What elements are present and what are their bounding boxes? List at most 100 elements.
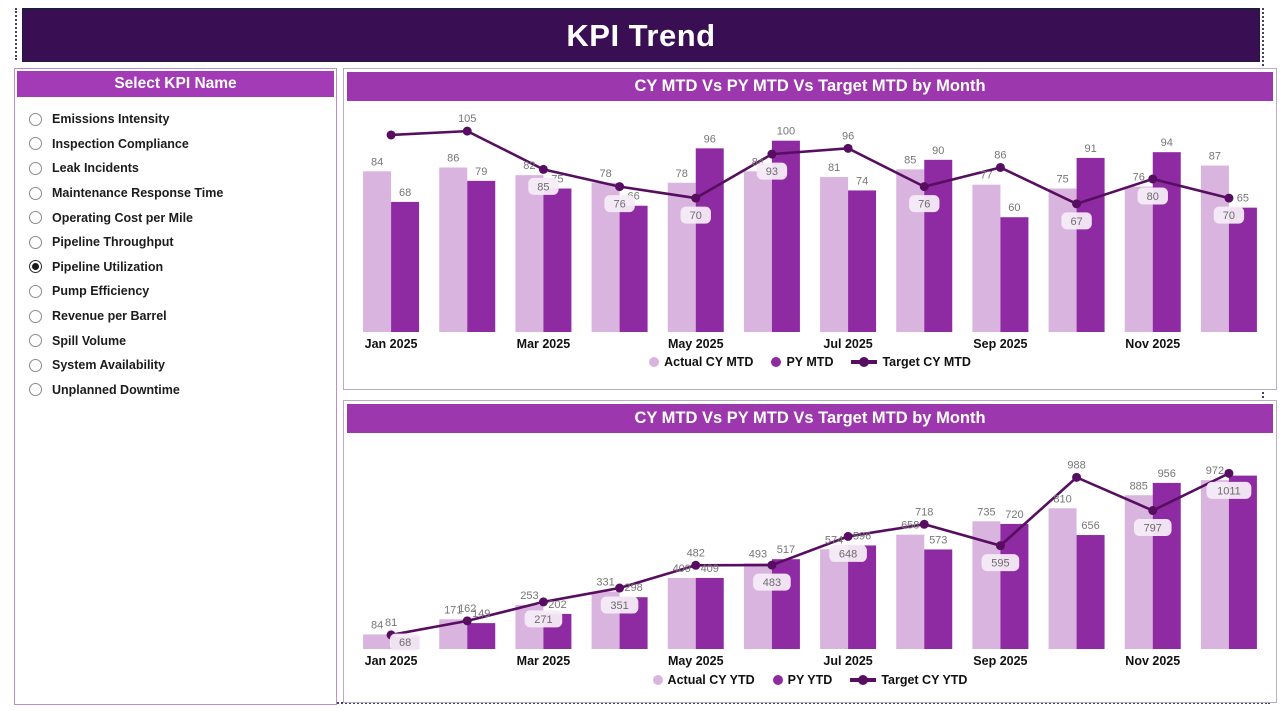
value-label: 351 bbox=[610, 600, 628, 612]
legend-item-target-cy-mtd[interactable]: Target CY MTD bbox=[844, 355, 977, 369]
radio-icon[interactable] bbox=[29, 260, 42, 274]
radio-icon[interactable] bbox=[29, 112, 42, 126]
radio-icon[interactable] bbox=[29, 383, 42, 397]
point-target-cy-ytd-feb-2025[interactable] bbox=[462, 616, 472, 626]
point-target-cy-mtd-apr-2025[interactable] bbox=[615, 182, 625, 192]
point-target-cy-ytd-mar-2025[interactable] bbox=[538, 597, 548, 607]
sidebar-item-inspection-compliance[interactable]: Inspection Compliance bbox=[15, 132, 336, 157]
point-target-cy-ytd-oct-2025[interactable] bbox=[1072, 472, 1082, 482]
bar-actual-cy-mtd-jun-2025[interactable] bbox=[743, 171, 772, 332]
bar-actual-cy-ytd-may-2025[interactable] bbox=[667, 577, 696, 649]
point-target-cy-mtd-mar-2025[interactable] bbox=[538, 164, 548, 174]
bar-actual-cy-mtd-oct-2025[interactable] bbox=[1048, 188, 1077, 332]
point-target-cy-ytd-may-2025[interactable] bbox=[691, 560, 701, 570]
bar-actual-cy-mtd-jan-2025[interactable] bbox=[363, 171, 392, 332]
legend-item-actual-cy-mtd[interactable]: Actual CY MTD bbox=[642, 355, 760, 369]
point-target-cy-ytd-nov-2025[interactable] bbox=[1148, 506, 1158, 516]
bar-actual-cy-ytd-jan-2025[interactable] bbox=[363, 634, 392, 649]
bar-py-ytd-oct-2025[interactable] bbox=[1076, 535, 1105, 649]
radio-icon[interactable] bbox=[29, 211, 42, 225]
bar-py-mtd-aug-2025[interactable] bbox=[924, 159, 953, 332]
bar-actual-cy-mtd-nov-2025[interactable] bbox=[1124, 186, 1153, 332]
bar-py-ytd-may-2025[interactable] bbox=[695, 577, 724, 649]
ytd-trend-chart[interactable]: 84 171 253 331 409 493 574 658 735 810 885 972 68 149… bbox=[347, 434, 1273, 672]
bar-actual-cy-mtd-aug-2025[interactable] bbox=[896, 169, 925, 332]
point-target-cy-ytd-aug-2025[interactable] bbox=[919, 519, 929, 529]
bar-py-mtd-apr-2025[interactable] bbox=[619, 205, 648, 332]
bar-py-mtd-sep-2025[interactable] bbox=[1000, 217, 1029, 332]
legend-dot-icon bbox=[771, 357, 782, 367]
legend-item-target-cy-ytd[interactable]: Target CY YTD bbox=[843, 673, 974, 687]
point-target-cy-ytd-jul-2025[interactable] bbox=[843, 531, 853, 541]
legend-item-actual-cy-ytd[interactable]: Actual CY YTD bbox=[646, 673, 762, 687]
radio-icon[interactable] bbox=[29, 186, 42, 200]
bar-actual-cy-ytd-dec-2025[interactable] bbox=[1200, 480, 1229, 649]
sidebar-item-spill-volume[interactable]: Spill Volume bbox=[15, 328, 336, 353]
bar-py-ytd-aug-2025[interactable] bbox=[924, 549, 953, 649]
bar-py-mtd-dec-2025[interactable] bbox=[1228, 207, 1257, 332]
point-target-cy-ytd-dec-2025[interactable] bbox=[1224, 468, 1234, 478]
bar-py-ytd-dec-2025[interactable] bbox=[1228, 475, 1257, 649]
bar-actual-cy-mtd-may-2025[interactable] bbox=[667, 182, 696, 332]
point-target-cy-mtd-dec-2025[interactable] bbox=[1224, 193, 1234, 203]
radio-icon[interactable] bbox=[29, 161, 42, 175]
point-target-cy-ytd-sep-2025[interactable] bbox=[995, 541, 1005, 551]
sidebar-item-leak-incidents[interactable]: Leak Incidents bbox=[15, 156, 336, 181]
point-target-cy-ytd-apr-2025[interactable] bbox=[615, 583, 625, 593]
bar-actual-cy-ytd-oct-2025[interactable] bbox=[1048, 508, 1077, 649]
point-target-cy-mtd-aug-2025[interactable] bbox=[919, 182, 929, 192]
line-target-cy-ytd[interactable] bbox=[390, 472, 1230, 637]
bar-py-mtd-feb-2025[interactable] bbox=[467, 180, 496, 332]
bar-py-ytd-jun-2025[interactable] bbox=[771, 559, 800, 649]
bar-actual-cy-mtd-mar-2025[interactable] bbox=[515, 175, 544, 332]
bar-actual-cy-ytd-jul-2025[interactable] bbox=[820, 549, 849, 649]
value-label: 74 bbox=[856, 175, 868, 187]
legend-dot-icon bbox=[772, 675, 783, 685]
bar-py-ytd-feb-2025[interactable] bbox=[467, 623, 496, 649]
bar-actual-cy-mtd-jul-2025[interactable] bbox=[820, 177, 849, 332]
point-target-cy-mtd-sep-2025[interactable] bbox=[995, 162, 1005, 172]
radio-icon[interactable] bbox=[29, 284, 42, 298]
radio-icon[interactable] bbox=[29, 137, 42, 151]
point-target-cy-mtd-nov-2025[interactable] bbox=[1148, 174, 1158, 184]
radio-icon[interactable] bbox=[29, 358, 42, 372]
sidebar-item-pump-efficiency[interactable]: Pump Efficiency bbox=[15, 279, 336, 304]
bar-py-mtd-may-2025[interactable] bbox=[695, 148, 724, 332]
sidebar-item-unplanned-downtime[interactable]: Unplanned Downtime bbox=[15, 378, 336, 403]
sidebar-item-maintenance-response-time[interactable]: Maintenance Response Time bbox=[15, 181, 336, 206]
sidebar-item-operating-cost-per-mile[interactable]: Operating Cost per Mile bbox=[15, 205, 336, 230]
sidebar-item-emissions-intensity[interactable]: Emissions Intensity bbox=[15, 107, 336, 132]
bar-py-mtd-mar-2025[interactable] bbox=[543, 188, 572, 332]
value-label: 573 bbox=[929, 534, 947, 546]
bar-actual-cy-ytd-aug-2025[interactable] bbox=[896, 534, 925, 649]
bar-py-ytd-nov-2025[interactable] bbox=[1152, 482, 1181, 649]
sidebar-item-revenue-per-barrel[interactable]: Revenue per Barrel bbox=[15, 304, 336, 329]
bar-py-ytd-sep-2025[interactable] bbox=[1000, 523, 1029, 649]
point-target-cy-mtd-may-2025[interactable] bbox=[691, 193, 701, 203]
sidebar-item-pipeline-utilization[interactable]: Pipeline Utilization bbox=[15, 255, 336, 280]
bar-py-mtd-jul-2025[interactable] bbox=[848, 190, 877, 332]
sidebar-item-pipeline-throughput[interactable]: Pipeline Throughput bbox=[15, 230, 336, 255]
sidebar-item-system-availability[interactable]: System Availability bbox=[15, 353, 336, 378]
radio-icon[interactable] bbox=[29, 309, 42, 323]
radio-icon[interactable] bbox=[29, 235, 42, 249]
bar-py-ytd-jul-2025[interactable] bbox=[848, 545, 877, 649]
bar-actual-cy-mtd-dec-2025[interactable] bbox=[1200, 165, 1229, 332]
point-target-cy-mtd-jul-2025[interactable] bbox=[843, 143, 853, 153]
bar-py-mtd-jan-2025[interactable] bbox=[391, 201, 420, 332]
point-target-cy-ytd-jun-2025[interactable] bbox=[767, 560, 777, 570]
point-target-cy-mtd-jun-2025[interactable] bbox=[767, 149, 777, 159]
bar-actual-cy-mtd-feb-2025[interactable] bbox=[439, 167, 468, 332]
bar-py-mtd-oct-2025[interactable] bbox=[1076, 157, 1105, 332]
point-target-cy-mtd-oct-2025[interactable] bbox=[1072, 199, 1082, 209]
value-label-box bbox=[909, 195, 940, 213]
bar-actual-cy-mtd-sep-2025[interactable] bbox=[972, 184, 1001, 332]
radio-icon[interactable] bbox=[29, 334, 42, 348]
line-target-cy-mtd[interactable] bbox=[391, 129, 1230, 206]
bar-actual-cy-ytd-nov-2025[interactable] bbox=[1124, 495, 1153, 649]
point-target-cy-mtd-jan-2025[interactable] bbox=[386, 130, 396, 140]
legend-item-py-ytd[interactable]: PY YTD bbox=[766, 673, 840, 687]
legend-item-py-mtd[interactable]: PY MTD bbox=[764, 355, 840, 369]
point-target-cy-mtd-feb-2025[interactable] bbox=[462, 126, 472, 136]
